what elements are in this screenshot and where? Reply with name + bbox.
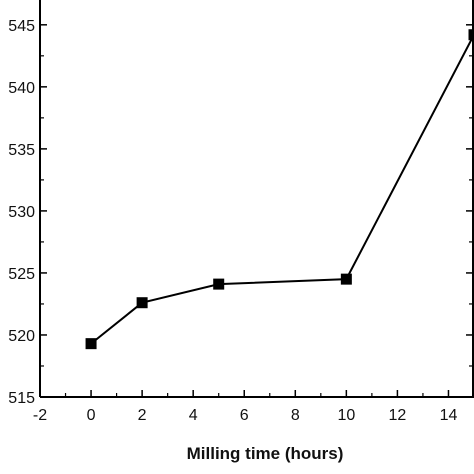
y-ticks: 515 520 525 530 535 540 545 <box>8 18 473 407</box>
data-point <box>136 297 148 309</box>
x-tick-label: 4 <box>189 407 198 424</box>
x-tick-label: 6 <box>240 407 249 424</box>
y-tick-label: 540 <box>8 80 35 97</box>
series-line <box>90 34 474 345</box>
data-point <box>340 273 352 285</box>
x-tick-label: 2 <box>138 407 147 424</box>
y-tick-label: 520 <box>8 328 35 345</box>
data-point <box>85 338 97 350</box>
x-tick-label: 8 <box>291 407 300 424</box>
x-axis-title: Milling time (hours) <box>187 444 344 463</box>
y-tick-label: 530 <box>8 204 35 221</box>
axes <box>39 0 474 398</box>
y-tick-label: 515 <box>8 390 35 407</box>
x-ticks: -2 0 2 4 6 8 10 12 14 <box>33 390 474 424</box>
data-series <box>85 29 474 350</box>
data-point <box>213 278 225 290</box>
x-tick-label: 0 <box>87 407 96 424</box>
x-tick-label: 14 <box>440 407 458 424</box>
x-tick-label: 12 <box>389 407 407 424</box>
data-point <box>468 29 474 41</box>
y-tick-label: 545 <box>8 18 35 35</box>
y-tick-label: 525 <box>8 266 35 283</box>
x-tick-label: 10 <box>337 407 355 424</box>
x-tick-label: -2 <box>33 407 47 424</box>
y-tick-label: 535 <box>8 142 35 159</box>
